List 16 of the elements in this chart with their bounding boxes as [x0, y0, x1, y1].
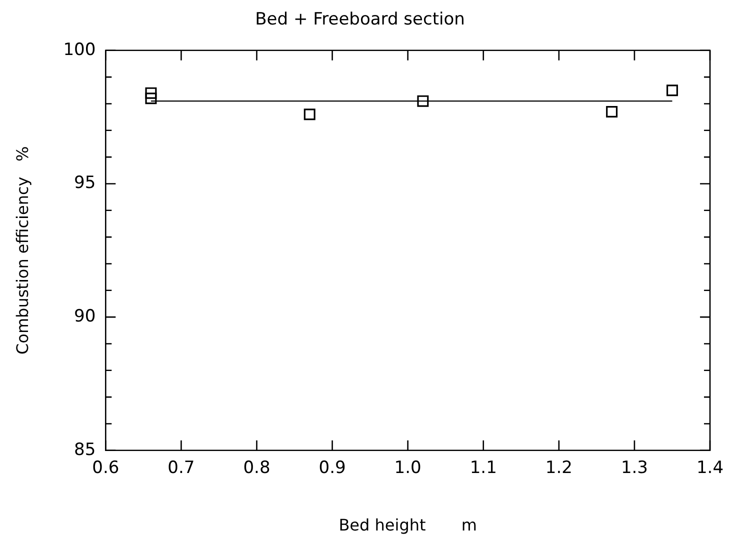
chart-title: Bed + Freeboard section: [255, 10, 465, 30]
x-tick-label: 0.7: [168, 458, 195, 478]
y-tick-label: 90: [74, 306, 96, 326]
x-tick-label: 0.8: [243, 458, 270, 478]
x-tick-label: 1.3: [620, 458, 648, 478]
y-tick-label: 95: [74, 173, 96, 194]
x-axis-title: Bed height m: [338, 516, 477, 535]
y-tick-label: 85: [74, 440, 96, 460]
x-tick-label: 0.9: [318, 458, 346, 478]
x-tick-label: 0.6: [92, 458, 120, 478]
x-tick-label: 1.2: [545, 458, 572, 478]
y-axis-title: Combustion efficiency %: [12, 146, 32, 354]
x-tick-label: 1.0: [394, 458, 422, 478]
x-tick-label: 1.1: [470, 458, 497, 478]
x-tick-label: 1.4: [696, 458, 724, 478]
y-tick-label: 100: [63, 40, 96, 60]
